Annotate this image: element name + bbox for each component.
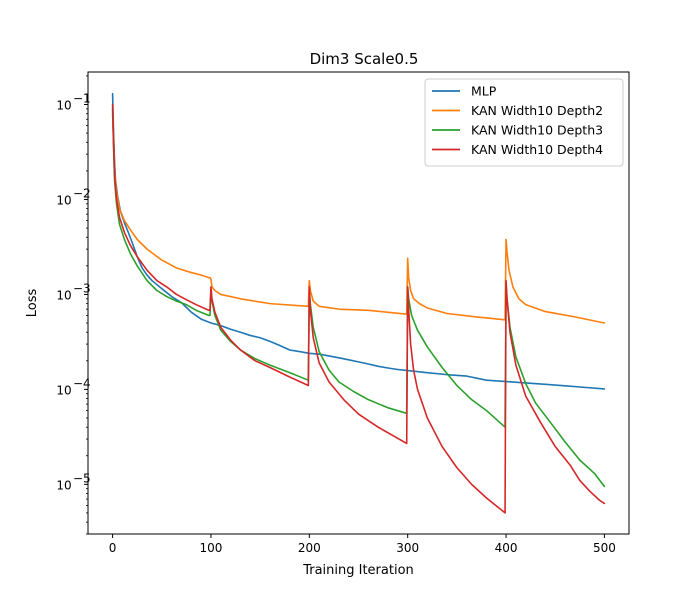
x-tick-label: 0 [109,541,117,555]
legend-box [424,78,624,167]
y-tick-exponent: −2 [73,186,91,200]
y-tick-label: 10 −1 [56,92,90,113]
y-tick-exponent: −4 [73,376,91,390]
y-tick-exponent: −3 [73,281,91,295]
chart-title: Dim3 Scale0.5 [310,50,419,68]
x-tick-label: 100 [200,541,223,555]
legend-label: KAN Width10 Depth2 [471,103,603,118]
y-tick-exponent: −5 [73,471,91,485]
y-tick-label: 10 −5 [56,471,90,492]
series-layer [111,92,606,514]
y-tick-label: 10 −3 [56,281,90,302]
legend-label: KAN Width10 Depth4 [471,142,603,157]
y-tick-base: 10 [56,478,71,492]
x-tick-label: 500 [593,541,616,555]
x-axis-label: Training Iteration [302,563,414,578]
y-tick-label: 10 −2 [56,186,90,207]
x-tick-label: 200 [298,541,321,555]
x-tick-label: 400 [495,541,518,555]
legend: MLP KAN Width10 Depth2 KAN Width10 Depth3 K… [424,78,624,167]
series-line-2 [111,112,606,324]
x-axis: 0 100 200 300 400 500 [109,534,616,555]
series-line-4 [111,103,606,514]
legend-label: KAN Width10 Depth3 [471,123,603,138]
y-tick-label: 10 −4 [56,376,90,397]
y-tick-base: 10 [56,383,71,397]
y-axis-label: Loss [25,289,40,318]
y-tick-base: 10 [56,99,71,113]
y-tick-exponent: −1 [73,92,91,106]
y-tick-base: 10 [56,288,71,302]
x-tick-label: 300 [396,541,419,555]
y-axis: 10−510−410−310−210−1 [56,75,91,535]
y-tick-base: 10 [56,193,71,207]
legend-label: MLP [471,84,497,99]
plot-area [87,71,630,535]
plot-frame [87,71,630,535]
